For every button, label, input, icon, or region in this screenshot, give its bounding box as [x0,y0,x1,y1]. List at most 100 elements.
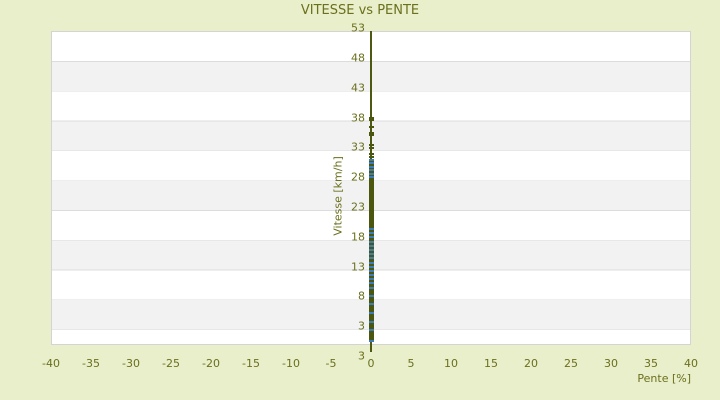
data-point-vitesse-principale [368,331,374,334]
data-point-vitesse-secondaire [368,278,374,281]
data-point-vitesse-secondaire [368,287,374,290]
data-point-vitesse-principale [368,190,374,193]
data-point-vitesse-principale [368,156,374,159]
data-point-vitesse-secondaire [368,249,374,252]
x-tick-label: 25 [564,357,578,370]
data-point-vitesse-principale [368,275,374,278]
data-point-vitesse-secondaire [368,321,374,324]
data-point-vitesse-principale [368,327,374,330]
x-tick-label: -30 [122,357,140,370]
data-point-vitesse-principale [368,306,374,309]
data-point-vitesse-principale [368,216,374,219]
data-point-vitesse-secondaire [368,269,374,272]
x-tick-label: -25 [162,357,180,370]
data-point-vitesse-principale [368,268,374,271]
data-point-vitesse-secondaire [368,339,374,342]
data-point-vitesse-principale [368,308,374,311]
data-point-vitesse-principale [368,152,374,155]
data-point-vitesse-secondaire [368,244,374,247]
data-point-vitesse-principale [368,220,374,223]
y-tick-label: 3 [358,319,365,333]
data-point-vitesse-principale [368,177,374,180]
data-point-vitesse-secondaire [368,176,374,179]
data-point-vitesse-principale [368,322,374,325]
data-point-vitesse-secondaire [368,257,374,260]
data-point-vitesse-principale [368,333,374,336]
data-point-vitesse-principale [368,143,374,146]
data-point-vitesse-principale [368,315,374,318]
y-tick-label: 53 [351,21,365,35]
data-point-vitesse-secondaire [368,261,374,264]
x-tick-label: 5 [407,357,415,370]
data-point-vitesse-principale [368,259,374,262]
data-point-vitesse-principale [368,291,374,294]
data-point-vitesse-secondaire [368,302,374,305]
data-point-vitesse-principale [368,159,374,162]
data-point-vitesse-secondaire [368,158,374,161]
data-point-vitesse-principale [368,297,374,300]
data-point-vitesse-principale [368,191,374,194]
x-tick-label: -40 [42,357,60,370]
data-point-vitesse-principale [368,181,374,184]
y-axis-title: Vitesse [km/h] [331,156,345,236]
data-point-vitesse-secondaire [368,240,374,243]
data-point-vitesse-principale [368,238,374,241]
data-point-vitesse-principale [368,197,374,200]
x-tick-label: 20 [524,357,538,370]
data-point-vitesse-principale [368,179,374,182]
data-point-vitesse-secondaire [368,274,374,277]
x-tick-label: 15 [484,357,498,370]
data-point-vitesse-principale [368,299,374,302]
x-tick-label: 40 [684,357,698,370]
x-tick-label: 10 [444,357,458,370]
data-point-vitesse-principale [368,290,374,293]
data-point-vitesse-principale [368,338,374,341]
data-point-vitesse-principale [368,186,374,189]
x-tick-label: -35 [82,357,100,370]
data-point-vitesse-principale [368,209,374,212]
x-tick-label: -10 [282,357,300,370]
data-point-vitesse-principale [368,266,374,269]
data-point-vitesse-principale [368,281,374,284]
data-point-vitesse-secondaire [368,169,374,172]
data-point-vitesse-principale [368,243,374,246]
data-point-vitesse-principale [368,199,374,202]
data-point-vitesse-principale [368,256,374,259]
x-tick-label: 30 [604,357,618,370]
data-point-vitesse-principale [368,147,374,150]
data-point-vitesse-principale [368,324,374,327]
data-point-vitesse-principale [368,272,374,275]
data-point-vitesse-principale [368,218,374,221]
data-point-vitesse-secondaire [368,236,374,238]
data-point-vitesse-principale [368,231,374,234]
data-point-vitesse-principale [368,131,374,134]
data-point-vitesse-principale [368,174,374,177]
data-point-vitesse-principale [368,300,374,303]
y-tick-label: 23 [351,200,365,214]
data-point-vitesse-principale [368,224,374,227]
data-point-vitesse-principale [368,211,374,214]
data-point-vitesse-principale [368,170,374,173]
y-tick-label: 48 [351,51,365,65]
data-point-vitesse-secondaire [368,232,374,235]
y-tick-label: 43 [351,81,365,95]
data-point-vitesse-principale [368,318,374,321]
data-point-vitesse-principale [368,193,374,196]
data-point-vitesse-secondaire [368,165,374,168]
data-point-vitesse-principale [368,225,374,228]
data-point-vitesse-principale [368,184,374,187]
x-tick-label: 0 [367,357,375,370]
data-point-vitesse-principale [368,188,374,191]
data-point-vitesse-secondaire [368,294,374,297]
data-point-vitesse-principale [368,334,374,337]
data-point-vitesse-principale [368,119,374,122]
y-tick-label: 8 [358,289,365,303]
data-point-vitesse-secondaire [368,162,374,165]
data-point-vitesse-secondaire [368,312,374,315]
data-point-vitesse-principale [368,202,374,205]
data-point-vitesse-principale [368,163,374,166]
chart-title: VITESSE vs PENTE [300,3,420,18]
data-point-vitesse-principale [368,125,374,128]
y-tick-label: 13 [351,260,365,274]
